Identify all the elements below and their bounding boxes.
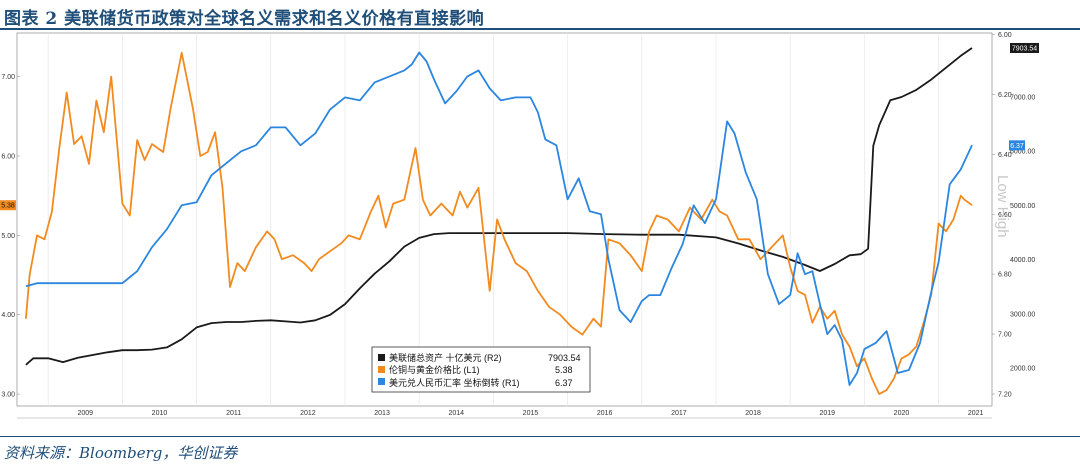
right-assets-last-value-tag-box <box>1010 42 1039 53</box>
right-assets-tick-label: 2000.00 <box>1010 366 1035 373</box>
right-fx-tick-label: 7.00 <box>998 332 1012 339</box>
x-tick-label: 2019 <box>819 410 835 417</box>
left-tick-label: 7.00 <box>1 74 15 81</box>
right-fx-tick-label: 6.60 <box>998 212 1012 219</box>
right-fx-tick-label: 6.20 <box>998 92 1012 99</box>
right-fx-tick-label: 6.40 <box>998 152 1012 159</box>
legend-label-copper-gold: 伦铜与黄金价格比 (L1) <box>389 364 480 375</box>
x-tick-label: 2014 <box>448 410 464 417</box>
x-tick-label: 2010 <box>152 410 168 417</box>
right-assets-tick-label: 6000.00 <box>1010 149 1035 156</box>
legend-value-assets: 7903.54 <box>548 353 581 363</box>
legend-label-assets: 美联储总资产 十亿美元 (R2) <box>389 352 502 363</box>
source-note: 资料来源：Bloomberg，华创证券 <box>4 444 238 462</box>
x-tick-label: 2020 <box>894 410 910 417</box>
legend-swatch-assets <box>378 354 385 361</box>
chart: 2009 2010 2011 2012 2013 2014 2015 2016 2017 2018… <box>0 32 1039 419</box>
last-value-tags: 5.38 6.37 7903.54 <box>0 42 1039 211</box>
right-assets-last-value-tag: 7903.54 <box>1012 45 1037 52</box>
right-fx-last-value-tag-box <box>1009 140 1025 151</box>
series-lines <box>25 47 973 396</box>
x-tick-label: 2011 <box>226 410 241 417</box>
chart-title: 图表 2 美联储货币政策对全球名义需求和名义价格有直接影响 <box>4 9 485 29</box>
x-tick-label: 2021 <box>968 410 984 417</box>
left-tick-label: 3.00 <box>1 392 15 399</box>
series-line-usdcny <box>25 51 973 386</box>
left-tick-label: 4.00 <box>1 312 15 319</box>
legend-value-usdcny: 6.37 <box>555 378 573 388</box>
x-tick-label: 2016 <box>597 410 613 417</box>
right-fx-tick-label: 6.80 <box>998 272 1012 279</box>
legend-swatch-copper-gold <box>378 366 385 373</box>
right-fx-last-value-tag: 6.37 <box>1010 143 1024 150</box>
right-assets-tick-label: 5000.00 <box>1010 203 1035 210</box>
x-tick-label: 2017 <box>671 410 687 417</box>
right-assets-tick-label: 3000.00 <box>1010 311 1035 318</box>
title-rule <box>0 28 1080 30</box>
left-last-value-tag: 5.38 <box>1 203 15 210</box>
left-tick-label: 5.00 <box>1 233 15 240</box>
grid <box>47 33 939 406</box>
axis-ticks: 2009 2010 2011 2012 2013 2014 2015 2016 2017 2018… <box>1 32 1035 419</box>
x-tick-label: 2009 <box>77 410 93 417</box>
x-tick-label: 2013 <box>374 410 390 417</box>
legend-swatch-usdcny <box>378 378 385 385</box>
right-assets-tick-label: 7000.00 <box>1010 94 1035 101</box>
left-last-value-tag-box <box>0 200 16 211</box>
legend-label-usdcny: 美元兑人民币汇率 坐标倒转 (R1) <box>389 377 520 388</box>
x-tick-label: 2018 <box>745 410 761 417</box>
left-tick-label: 6.00 <box>1 154 15 161</box>
x-tick-label: 2012 <box>300 410 316 417</box>
legend: 美联储总资产 十亿美元 (R2) 7903.54 伦铜与黄金价格比 (L1) 5… <box>371 346 591 393</box>
right-fx-tick-label: 7.20 <box>998 392 1012 399</box>
legend-box <box>371 346 591 393</box>
series-line-copper-gold <box>25 51 973 396</box>
plot-area-border <box>16 32 993 407</box>
series-line-fed-assets <box>25 47 973 366</box>
right-axis-label: Low High <box>994 175 1011 238</box>
x-tick-label: 2015 <box>523 410 539 417</box>
right-fx-tick-label: 6.00 <box>998 32 1012 39</box>
legend-value-copper-gold: 5.38 <box>555 365 573 375</box>
source-rule <box>0 436 1080 437</box>
right-assets-tick-label: 4000.00 <box>1010 257 1035 264</box>
